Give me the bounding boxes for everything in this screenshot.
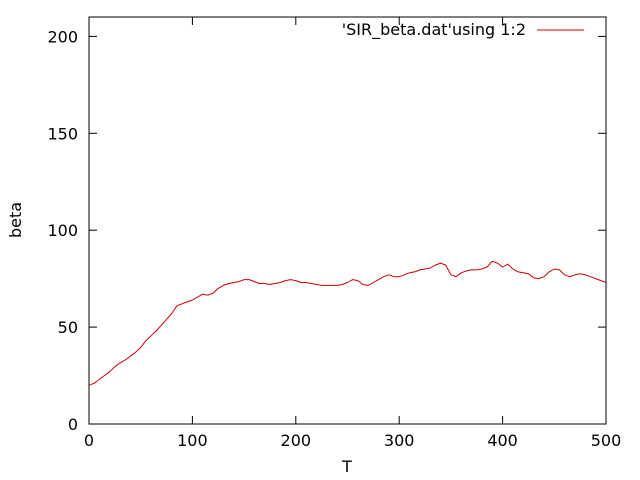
x-axis-label: T [341,457,352,476]
y-tick-label: 100 [47,221,78,240]
y-axis-label: beta [6,202,25,238]
legend: 'SIR_beta.dat'using 1:2 [342,20,584,40]
y-tick-label: 0 [68,415,78,434]
y-tick-label: 200 [47,27,78,46]
y-tick-label: 50 [58,318,78,337]
x-tick-label: 300 [384,431,415,450]
x-tick-label: 400 [487,431,518,450]
series-layer [88,260,607,386]
series-line-0 [88,260,607,386]
x-tick-label: 500 [591,431,622,450]
x-tick-label: 200 [281,431,312,450]
y-tick-label: 150 [47,124,78,143]
x-axis: 0 100 200 300 400 500 [84,17,621,450]
plot-border [88,16,607,425]
legend-label: 'SIR_beta.dat'using 1:2 [342,20,526,40]
x-tick-label: 0 [84,431,94,450]
x-tick-label: 100 [177,431,208,450]
y-axis: 0 50 100 150 200 [47,27,606,434]
